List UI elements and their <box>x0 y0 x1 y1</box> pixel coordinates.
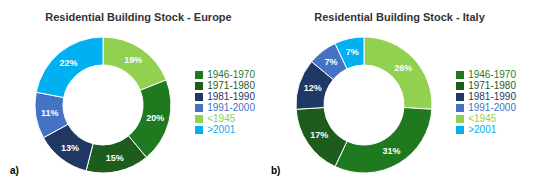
svg-text:17%: 17% <box>310 130 328 140</box>
html-text:>2001: >2001 <box>468 124 497 135</box>
html-text:1971-1980: 1971-1980 <box>468 80 516 91</box>
html-text:Residential Building Stock - I: Residential Building Stock - Italy <box>314 11 485 23</box>
svg-text:12%: 12% <box>304 83 322 93</box>
svg-text:20%: 20% <box>146 113 164 123</box>
svg-text:31%: 31% <box>382 146 400 156</box>
html-text:Residential Building Stock - E: Residential Building Stock - Europe <box>45 11 232 23</box>
svg-text:15%: 15% <box>106 153 124 163</box>
svg-text:26%: 26% <box>394 63 412 73</box>
html-text:>2001: >2001 <box>207 124 236 135</box>
html-text:1946-1970: 1946-1970 <box>468 69 516 80</box>
html-text:b): b) <box>271 165 281 176</box>
html-text:1946-1970: 1946-1970 <box>207 69 255 80</box>
html-text:1991-2000: 1991-2000 <box>468 102 516 113</box>
html-text:<1945: <1945 <box>207 113 236 124</box>
html-text:1971-1980: 1971-1980 <box>207 80 255 91</box>
svg-text:13%: 13% <box>61 143 79 153</box>
svg-text:7%: 7% <box>346 47 359 57</box>
svg-text:7%: 7% <box>324 57 337 67</box>
html-text:<1945: <1945 <box>468 113 497 124</box>
html-text:1981-1990: 1981-1990 <box>207 91 255 102</box>
svg-text:11%: 11% <box>41 108 59 118</box>
svg-text:22%: 22% <box>60 58 78 68</box>
html-text:1991-2000: 1991-2000 <box>207 102 255 113</box>
html-text:a): a) <box>10 165 19 176</box>
svg-text:19%: 19% <box>124 55 142 65</box>
html-text:1981-1990: 1981-1990 <box>468 91 516 102</box>
